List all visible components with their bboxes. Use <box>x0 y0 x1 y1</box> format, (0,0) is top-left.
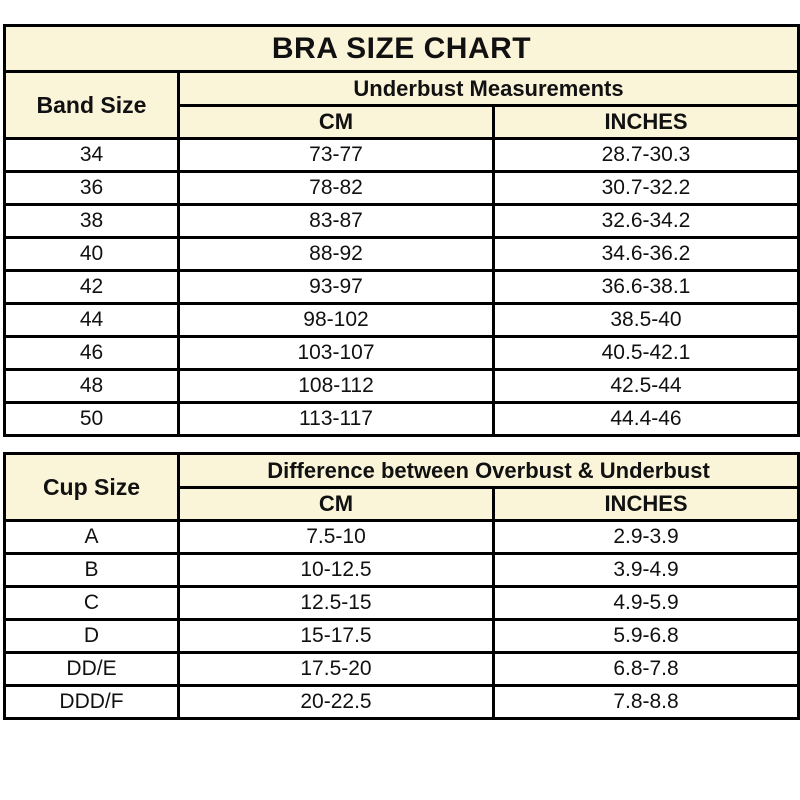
inches-range-cell: 34.6-36.2 <box>492 236 800 272</box>
cup-sub-header-row: CM INCHES <box>5 486 800 522</box>
difference-group-header: Difference between Overbust & Underbust <box>176 452 800 489</box>
cm-range-cell: 108-112 <box>177 368 495 404</box>
cup-size-cell: C <box>3 585 180 621</box>
inches-range-cell: 5.9-6.8 <box>491 618 800 654</box>
table-row: 40 88-92 34.6-36.2 <box>3 236 800 272</box>
chart-title: BRA SIZE CHART <box>3 24 800 73</box>
band-size-cell: 44 <box>3 302 180 338</box>
cm-range-cell: 73-77 <box>177 137 495 173</box>
band-size-cell: 36 <box>3 170 180 206</box>
cm-range-cell: 113-117 <box>177 401 495 437</box>
table-row: 44 98-102 38.5-40 <box>3 302 800 338</box>
table-row: 50 113-117 44.4-46 <box>3 401 800 437</box>
underbust-group-header: Underbust Measurements <box>177 70 800 107</box>
band-sub-header-row: CM INCHES <box>5 104 800 140</box>
cup-size-cell: B <box>3 552 180 588</box>
cup-size-cell: D <box>3 618 180 654</box>
band-size-cell: 34 <box>3 137 180 173</box>
inches-range-cell: 28.7-30.3 <box>492 137 800 173</box>
cm-range-cell: 17.5-20 <box>177 651 495 687</box>
band-size-table: BRA SIZE CHART Band Size Underbust Measu… <box>3 24 800 437</box>
bra-size-chart: BRA SIZE CHART Band Size Underbust Measu… <box>3 24 800 720</box>
cm-range-cell: 88-92 <box>177 236 495 272</box>
cm-range-cell: 78-82 <box>177 170 495 206</box>
band-inches-header: INCHES <box>492 104 800 140</box>
cm-range-cell: 83-87 <box>177 203 495 239</box>
cup-size-table: Cup Size Difference between Overbust & U… <box>3 452 800 720</box>
table-row: 48 108-112 42.5-44 <box>3 368 800 404</box>
cm-range-cell: 10-12.5 <box>177 552 495 588</box>
cup-group-header-row: Cup Size Difference between Overbust & U… <box>3 452 800 522</box>
band-size-cell: 40 <box>3 236 180 272</box>
table-row: DDD/F 20-22.5 7.8-8.8 <box>3 684 800 720</box>
cm-range-cell: 103-107 <box>177 335 495 371</box>
table-row: 42 93-97 36.6-38.1 <box>3 269 800 305</box>
cup-size-cell: A <box>3 519 180 555</box>
band-size-header: Band Size <box>3 70 180 140</box>
cm-range-cell: 93-97 <box>177 269 495 305</box>
cup-size-cell: DDD/F <box>3 684 180 720</box>
band-cm-header: CM <box>177 104 495 140</box>
inches-range-cell: 6.8-7.8 <box>491 651 800 687</box>
inches-range-cell: 32.6-34.2 <box>492 203 800 239</box>
band-size-cell: 38 <box>3 203 180 239</box>
cm-range-cell: 15-17.5 <box>177 618 495 654</box>
table-row: 36 78-82 30.7-32.2 <box>3 170 800 206</box>
table-row: 46 103-107 40.5-42.1 <box>3 335 800 371</box>
inches-range-cell: 38.5-40 <box>492 302 800 338</box>
table-row: DD/E 17.5-20 6.8-7.8 <box>3 651 800 687</box>
inches-range-cell: 40.5-42.1 <box>492 335 800 371</box>
inches-range-cell: 44.4-46 <box>492 401 800 437</box>
band-size-cell: 42 <box>3 269 180 305</box>
band-size-cell: 50 <box>3 401 180 437</box>
inches-range-cell: 2.9-3.9 <box>491 519 800 555</box>
table-row: A 7.5-10 2.9-3.9 <box>3 519 800 555</box>
cup-inches-header: INCHES <box>491 486 800 522</box>
inches-range-cell: 4.9-5.9 <box>491 585 800 621</box>
table-row: 38 83-87 32.6-34.2 <box>3 203 800 239</box>
table-row: 34 73-77 28.7-30.3 <box>3 137 800 173</box>
band-group-header-row: Band Size Underbust Measurements <box>3 70 800 140</box>
cup-cm-header: CM <box>177 486 495 522</box>
cup-size-header: Cup Size <box>3 452 180 522</box>
table-row: B 10-12.5 3.9-4.9 <box>3 552 800 588</box>
inches-range-cell: 36.6-38.1 <box>492 269 800 305</box>
band-size-cell: 46 <box>3 335 180 371</box>
inches-range-cell: 3.9-4.9 <box>491 552 800 588</box>
cm-range-cell: 7.5-10 <box>177 519 495 555</box>
cm-range-cell: 12.5-15 <box>177 585 495 621</box>
cm-range-cell: 98-102 <box>177 302 495 338</box>
cup-size-cell: DD/E <box>3 651 180 687</box>
inches-range-cell: 30.7-32.2 <box>492 170 800 206</box>
cm-range-cell: 20-22.5 <box>177 684 495 720</box>
chart-title-row: BRA SIZE CHART <box>3 24 800 73</box>
band-size-cell: 48 <box>3 368 180 404</box>
table-row: D 15-17.5 5.9-6.8 <box>3 618 800 654</box>
table-row: C 12.5-15 4.9-5.9 <box>3 585 800 621</box>
inches-range-cell: 7.8-8.8 <box>491 684 800 720</box>
inches-range-cell: 42.5-44 <box>492 368 800 404</box>
